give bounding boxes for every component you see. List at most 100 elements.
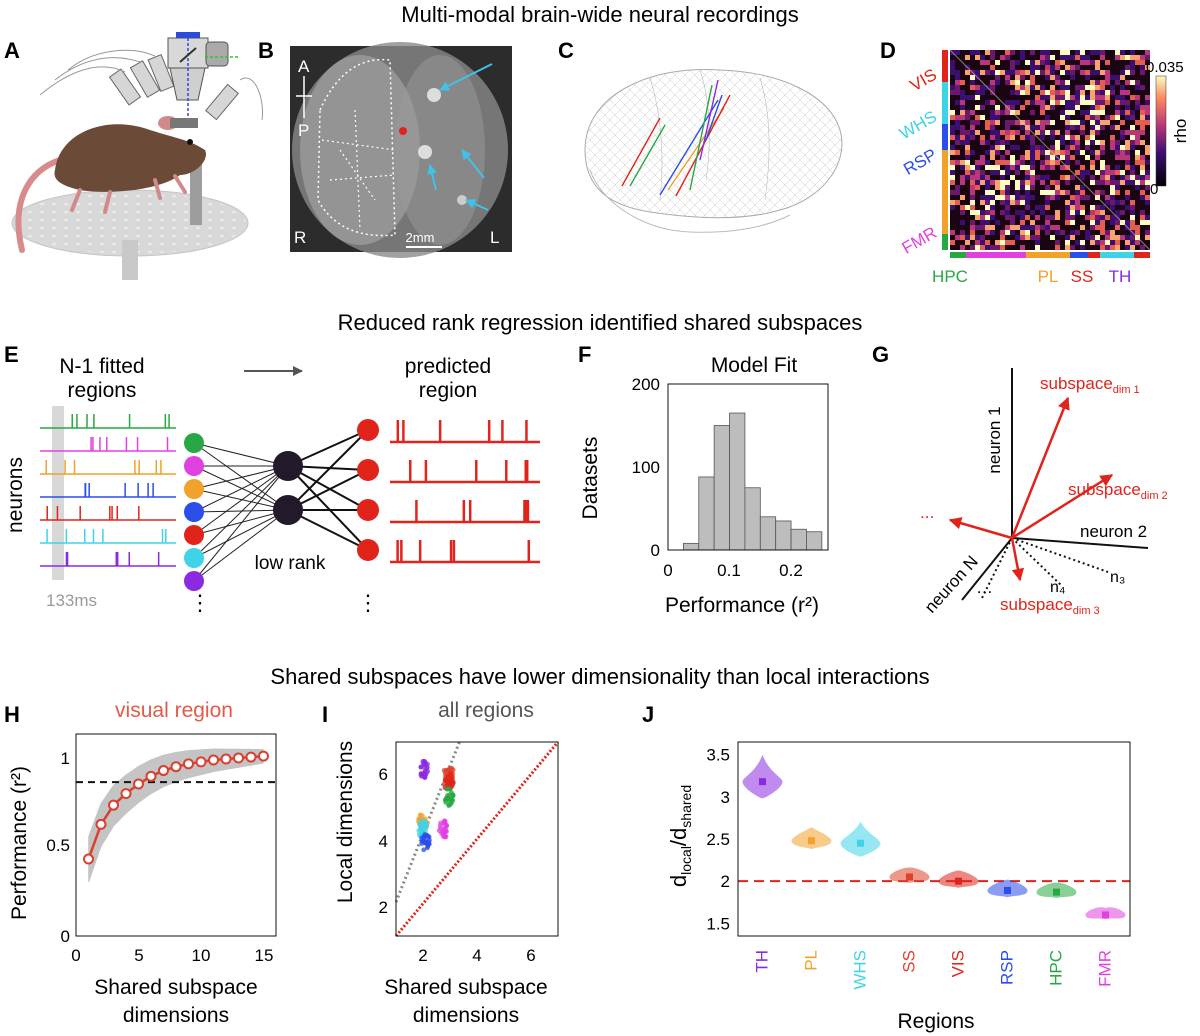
matrix-cell <box>1060 220 1065 225</box>
matrix-cell <box>1055 230 1060 235</box>
matrix-cell <box>1080 245 1085 250</box>
matrix-cell <box>975 65 980 70</box>
matrix-cell <box>1105 100 1110 105</box>
matrix-cell <box>965 150 970 155</box>
histogram-xtick-0: 0 <box>663 561 672 580</box>
matrix-cell <box>1090 140 1095 145</box>
matrix-cell <box>990 245 995 250</box>
j-xtick: VIS <box>949 950 968 977</box>
matrix-cell <box>1135 55 1140 60</box>
matrix-cell <box>985 200 990 205</box>
matrix-cell <box>1115 155 1120 160</box>
matrix-cell <box>1100 160 1105 165</box>
matrix-cell <box>990 200 995 205</box>
matrix-cell <box>1120 160 1125 165</box>
matrix-cell <box>1050 110 1055 115</box>
matrix-cell <box>1080 210 1085 215</box>
matrix-cell <box>1015 230 1020 235</box>
matrix-cell <box>1130 180 1135 185</box>
matrix-cell <box>970 135 975 140</box>
matrix-cell <box>975 120 980 125</box>
matrix-cell <box>1065 95 1070 100</box>
matrix-cell <box>1005 140 1010 145</box>
matrix-cell <box>1080 65 1085 70</box>
matrix-cell <box>1065 155 1070 160</box>
matrix-cell <box>1080 235 1085 240</box>
matrix-cell <box>1040 215 1045 220</box>
matrix-cell <box>1145 80 1150 85</box>
matrix-cell <box>1130 200 1135 205</box>
matrix-cell <box>975 125 980 130</box>
panel-letter-a: A <box>4 38 20 63</box>
matrix-cell <box>1040 180 1045 185</box>
i-ytick-6: 6 <box>379 765 388 784</box>
matrix-cell <box>1035 185 1040 190</box>
matrix-cell <box>975 225 980 230</box>
matrix-cell <box>1035 95 1040 100</box>
matrix-cell <box>1100 180 1105 185</box>
j-xtick: SS <box>900 950 919 973</box>
histogram-xtick-0.2: 0.2 <box>779 561 803 580</box>
matrix-cell <box>1010 75 1015 80</box>
matrix-cell <box>1100 110 1105 115</box>
matrix-cell <box>995 115 1000 120</box>
matrix-cell <box>1055 65 1060 70</box>
matrix-cell <box>1005 85 1010 90</box>
matrix-cell <box>1080 190 1085 195</box>
matrix-cell <box>1140 110 1145 115</box>
matrix-cell <box>1135 185 1140 190</box>
matrix-cell <box>985 245 990 250</box>
matrix-cell <box>1130 105 1135 110</box>
matrix-cell <box>1035 165 1040 170</box>
matrix-cell <box>1025 215 1030 220</box>
matrix-cell <box>1135 125 1140 130</box>
matrix-cell <box>1080 175 1085 180</box>
matrix-cell <box>1145 170 1150 175</box>
cluster-point <box>450 792 456 798</box>
matrix-cell <box>1120 165 1125 170</box>
matrix-cell <box>1095 130 1100 135</box>
matrix-cell <box>1100 150 1105 155</box>
matrix-cell <box>1015 170 1020 175</box>
matrix-cell <box>1110 150 1115 155</box>
matrix-cell <box>965 90 970 95</box>
matrix-cell <box>1095 175 1100 180</box>
matrix-cell <box>1060 185 1065 190</box>
matrix-cell <box>970 60 975 65</box>
matrix-cell <box>1000 145 1005 150</box>
matrix-cell <box>1075 115 1080 120</box>
matrix-cell <box>1110 195 1115 200</box>
matrix-cell <box>990 180 995 185</box>
neuron2-label: neuron 2 <box>1080 522 1147 541</box>
matrix-cell <box>960 185 965 190</box>
matrix-cell <box>995 185 1000 190</box>
matrix-cell <box>975 145 980 150</box>
matrix-cell <box>1065 175 1070 180</box>
matrix-cell <box>955 215 960 220</box>
matrix-cell <box>990 175 995 180</box>
matrix-cell <box>1010 235 1015 240</box>
matrix-cell <box>1115 210 1120 215</box>
matrix-cell <box>1085 125 1090 130</box>
matrix-cell <box>1110 50 1115 55</box>
matrix-cell <box>1070 50 1075 55</box>
cluster-point <box>439 831 444 836</box>
cluster-point <box>442 818 448 824</box>
matrix-cell <box>1005 185 1010 190</box>
matrix-cell <box>1090 100 1095 105</box>
matrix-cell <box>995 160 1000 165</box>
matrix-cell <box>1050 100 1055 105</box>
histogram-frame <box>667 383 829 551</box>
performance-point <box>233 752 244 764</box>
matrix-cell <box>1110 135 1115 140</box>
matrix-cell <box>965 155 970 160</box>
matrix-cell <box>955 95 960 100</box>
right-label: R <box>294 228 306 247</box>
matrix-cell <box>1035 90 1040 95</box>
matrix-cell <box>995 90 1000 95</box>
matrix-cell <box>1045 240 1050 245</box>
matrix-cell <box>1045 120 1050 125</box>
matrix-cell <box>1140 170 1145 175</box>
matrix-cell <box>1035 205 1040 210</box>
matrix-cell <box>990 210 995 215</box>
